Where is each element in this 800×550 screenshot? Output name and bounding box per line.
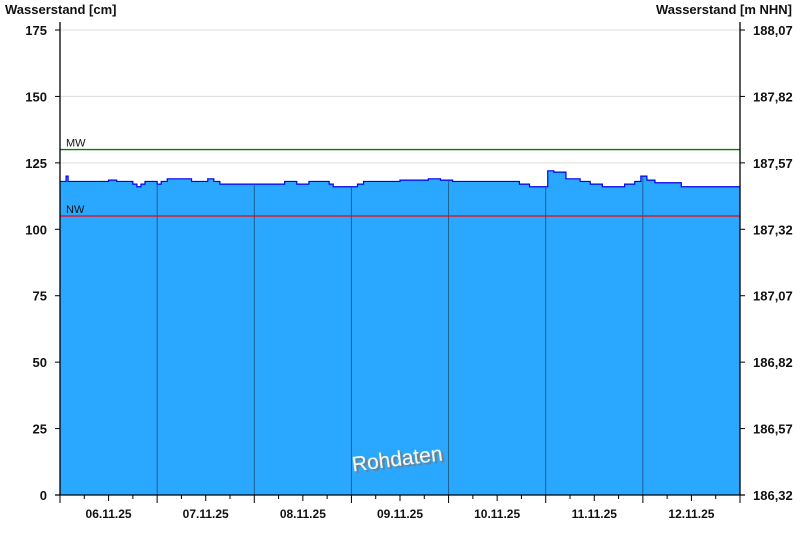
right-tick-label: 187,32 bbox=[753, 222, 793, 237]
right-tick-label: 187,82 bbox=[753, 89, 793, 104]
left-tick-label: 100 bbox=[25, 222, 47, 237]
left-tick-label: 125 bbox=[25, 156, 47, 171]
x-tick-label: 06.11.25 bbox=[86, 507, 132, 521]
x-tick-label: 07.11.25 bbox=[183, 507, 229, 521]
right-tick-label: 188,07 bbox=[753, 23, 793, 38]
left-tick-label: 0 bbox=[40, 488, 47, 503]
x-tick-label: 08.11.25 bbox=[280, 507, 326, 521]
x-tick-label: 12.11.25 bbox=[668, 507, 714, 521]
right-tick-label: 186,57 bbox=[753, 422, 793, 437]
x-tick-label: 10.11.25 bbox=[474, 507, 520, 521]
left-tick-label: 25 bbox=[33, 422, 47, 437]
water-level-area bbox=[60, 170, 740, 496]
left-tick-label: 150 bbox=[25, 89, 47, 104]
reference-label-mw: MW bbox=[66, 138, 86, 150]
x-tick-label: 11.11.25 bbox=[572, 507, 618, 521]
right-axis-title: Wasserstand [m NHN] bbox=[656, 2, 792, 17]
left-tick-label: 175 bbox=[25, 23, 47, 38]
right-tick-label: 186,32 bbox=[753, 488, 793, 503]
right-tick-label: 187,57 bbox=[753, 156, 793, 171]
right-tick-label: 187,07 bbox=[753, 289, 793, 304]
left-tick-label: 75 bbox=[33, 289, 47, 304]
right-tick-label: 186,82 bbox=[753, 355, 793, 370]
x-tick-label: 09.11.25 bbox=[377, 507, 423, 521]
reference-label-nw: NW bbox=[66, 204, 85, 216]
left-axis-title: Wasserstand [cm] bbox=[5, 2, 117, 17]
left-tick-label: 50 bbox=[33, 355, 47, 370]
water-level-line bbox=[60, 170, 740, 188]
